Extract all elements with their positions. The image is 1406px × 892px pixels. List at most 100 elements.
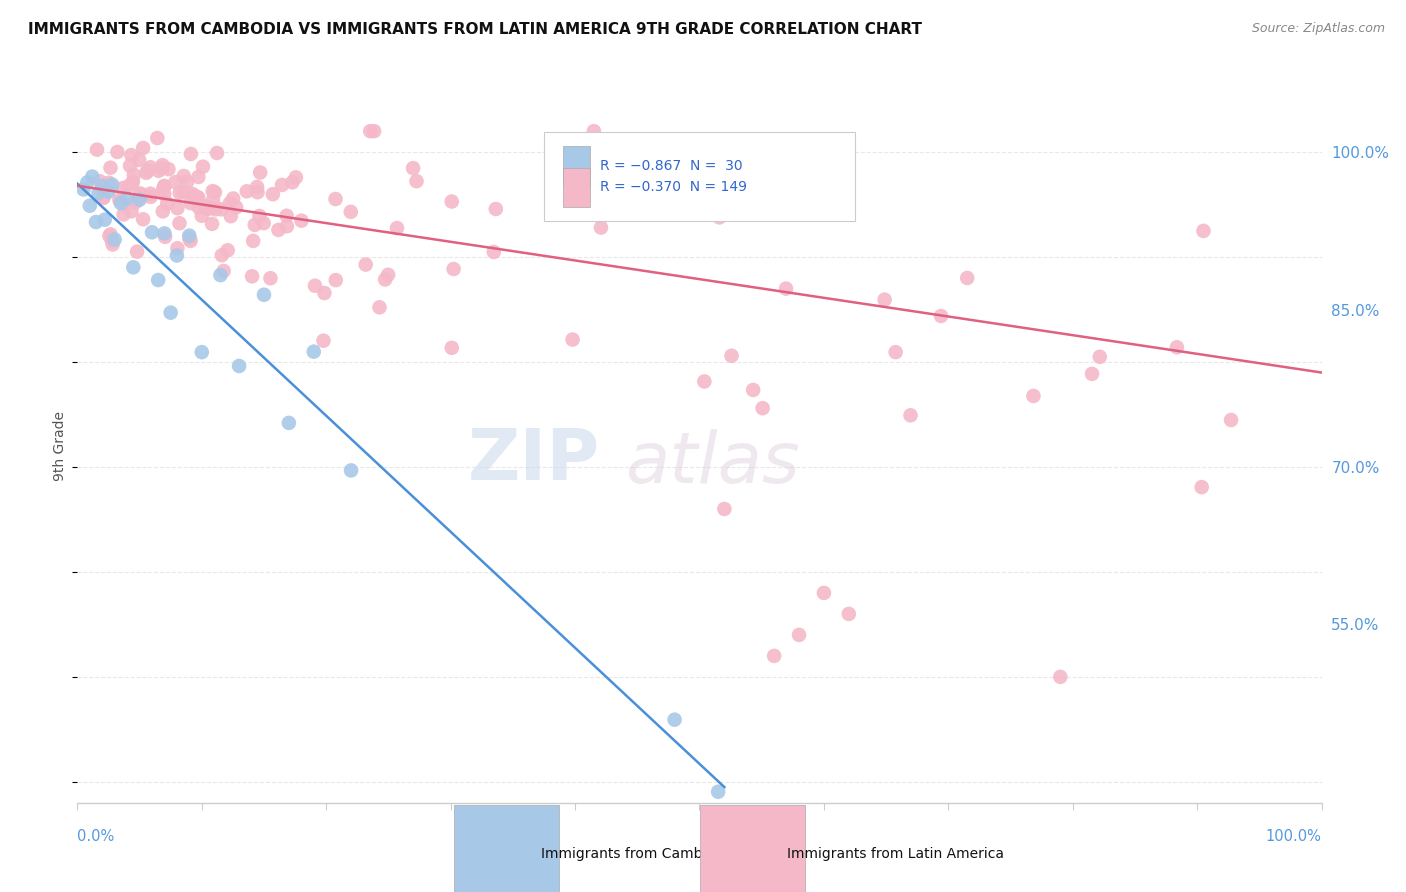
Point <box>166 241 188 255</box>
Point <box>1191 480 1213 494</box>
Point <box>742 383 765 397</box>
Point <box>209 268 232 282</box>
Point <box>246 186 269 200</box>
Point <box>325 192 347 206</box>
Point <box>89 174 111 188</box>
Point <box>186 190 208 204</box>
Point <box>709 211 731 225</box>
Point <box>205 146 228 161</box>
Point <box>340 463 363 477</box>
Point <box>720 349 742 363</box>
Point <box>405 174 427 188</box>
Point <box>187 190 209 204</box>
Point <box>153 227 176 241</box>
Point <box>187 201 209 215</box>
Point <box>159 306 181 320</box>
Point <box>153 178 176 193</box>
Point <box>82 169 104 184</box>
Point <box>129 186 152 201</box>
Point <box>72 182 94 196</box>
Point <box>152 158 174 172</box>
Point <box>325 273 347 287</box>
Point <box>312 334 335 348</box>
Point <box>368 301 391 315</box>
Point <box>148 164 170 178</box>
FancyBboxPatch shape <box>544 132 855 221</box>
Point <box>176 175 198 189</box>
Point <box>79 199 101 213</box>
Text: Immigrants from Latin America: Immigrants from Latin America <box>787 847 1004 861</box>
Point <box>374 272 396 286</box>
Point <box>1220 413 1243 427</box>
Point <box>262 187 284 202</box>
Point <box>281 175 304 189</box>
Point <box>84 215 107 229</box>
Point <box>98 229 121 244</box>
Point <box>219 209 242 223</box>
Point <box>243 218 266 232</box>
Point <box>276 209 298 223</box>
Point <box>100 161 122 175</box>
Point <box>302 344 325 359</box>
Point <box>209 202 232 217</box>
Point <box>1022 389 1045 403</box>
Point <box>1081 367 1104 381</box>
Point <box>135 166 157 180</box>
Point <box>485 202 508 216</box>
Point <box>104 232 127 246</box>
Point <box>173 169 195 183</box>
Text: 0.0%: 0.0% <box>77 829 114 844</box>
Point <box>129 188 152 202</box>
Point <box>1192 224 1215 238</box>
Text: atlas: atlas <box>624 429 800 499</box>
Point <box>929 309 952 323</box>
Point <box>120 148 142 162</box>
Point <box>787 628 810 642</box>
Point <box>201 217 224 231</box>
Point <box>249 209 271 223</box>
Point <box>242 234 264 248</box>
Point <box>112 207 135 221</box>
Point <box>180 234 202 248</box>
Text: R = −0.867  N =  30: R = −0.867 N = 30 <box>600 159 742 173</box>
Point <box>180 147 202 161</box>
Text: IMMIGRANTS FROM CAMBODIA VS IMMIGRANTS FROM LATIN AMERICA 9TH GRADE CORRELATION : IMMIGRANTS FROM CAMBODIA VS IMMIGRANTS F… <box>28 22 922 37</box>
Point <box>111 181 134 195</box>
Point <box>153 187 176 202</box>
Point <box>259 271 281 285</box>
Point <box>139 186 162 201</box>
Point <box>91 190 114 204</box>
Point <box>204 202 226 217</box>
Point <box>121 204 143 219</box>
Bar <box>562 168 591 207</box>
Point <box>169 186 191 200</box>
Point <box>482 244 505 259</box>
Point <box>141 225 163 239</box>
Point <box>873 293 896 307</box>
Point <box>179 228 201 243</box>
Point <box>132 141 155 155</box>
Point <box>152 204 174 219</box>
Point <box>91 178 114 193</box>
Point <box>86 143 108 157</box>
Point <box>751 401 773 416</box>
Point <box>1166 340 1188 354</box>
Point <box>900 409 922 423</box>
Point <box>763 648 786 663</box>
Point <box>122 175 145 189</box>
Text: Source: ZipAtlas.com: Source: ZipAtlas.com <box>1251 22 1385 36</box>
Point <box>97 176 120 190</box>
Point <box>128 153 150 167</box>
Point <box>443 262 465 277</box>
Point <box>166 201 188 215</box>
Point <box>664 713 686 727</box>
Point <box>148 273 170 287</box>
Point <box>339 204 361 219</box>
Point <box>236 184 259 198</box>
Point <box>225 200 247 214</box>
Point <box>115 192 138 206</box>
Point <box>108 193 131 207</box>
Point <box>184 189 207 203</box>
Point <box>222 192 245 206</box>
Point <box>713 502 735 516</box>
